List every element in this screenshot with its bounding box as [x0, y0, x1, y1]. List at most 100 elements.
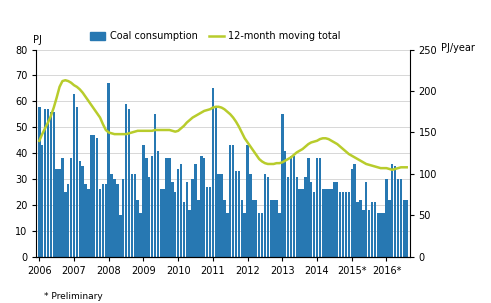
Bar	[333, 182, 336, 257]
Bar	[136, 200, 139, 257]
Bar	[154, 114, 156, 257]
Bar	[336, 182, 338, 257]
Bar	[278, 213, 281, 257]
Bar	[209, 187, 211, 257]
Bar	[206, 187, 208, 257]
Bar	[290, 156, 292, 257]
Bar	[281, 114, 283, 257]
Bar	[165, 158, 168, 257]
Bar	[160, 189, 162, 257]
Bar	[261, 213, 263, 257]
Bar	[177, 169, 179, 257]
Bar	[180, 164, 182, 257]
Bar	[197, 200, 200, 257]
Bar	[145, 158, 148, 257]
Y-axis label: PJ/year: PJ/year	[441, 43, 475, 53]
Bar	[273, 200, 275, 257]
Bar	[293, 156, 295, 257]
Bar	[267, 177, 269, 257]
Bar	[186, 182, 188, 257]
Bar	[47, 109, 49, 257]
Bar	[38, 107, 41, 257]
Bar	[380, 213, 382, 257]
Bar	[382, 213, 385, 257]
Bar	[174, 192, 176, 257]
Bar	[238, 171, 240, 257]
Bar	[299, 189, 301, 257]
Bar	[113, 179, 116, 257]
Bar	[325, 189, 327, 257]
Bar	[105, 184, 107, 257]
Bar	[119, 215, 122, 257]
Bar	[258, 213, 260, 257]
Bar	[50, 112, 52, 257]
Bar	[296, 177, 298, 257]
Bar	[304, 177, 307, 257]
Bar	[220, 174, 223, 257]
Bar	[223, 200, 226, 257]
Bar	[203, 158, 205, 257]
Bar	[368, 210, 370, 257]
Bar	[252, 200, 255, 257]
Bar	[131, 174, 133, 257]
Bar	[84, 184, 87, 257]
Bar	[241, 200, 243, 257]
Bar	[61, 158, 64, 257]
Bar	[356, 202, 359, 257]
Bar	[246, 145, 249, 257]
Bar	[90, 135, 93, 257]
Bar	[96, 138, 98, 257]
Bar	[73, 94, 75, 257]
Text: PJ: PJ	[33, 35, 42, 45]
Bar	[400, 179, 402, 257]
Bar	[189, 210, 191, 257]
Bar	[163, 189, 165, 257]
Bar	[287, 177, 289, 257]
Legend: Coal consumption, 12-month moving total: Coal consumption, 12-month moving total	[86, 28, 345, 45]
Bar	[171, 182, 174, 257]
Bar	[58, 169, 61, 257]
Text: * Preliminary: * Preliminary	[44, 292, 103, 301]
Bar	[284, 151, 286, 257]
Bar	[102, 184, 104, 257]
Bar	[362, 210, 364, 257]
Bar	[67, 184, 69, 257]
Bar	[339, 192, 341, 257]
Bar	[359, 200, 362, 257]
Bar	[79, 161, 81, 257]
Bar	[255, 200, 257, 257]
Bar	[351, 169, 353, 257]
Bar	[70, 158, 72, 257]
Bar	[235, 171, 237, 257]
Bar	[215, 107, 217, 257]
Bar	[301, 189, 304, 257]
Bar	[183, 202, 185, 257]
Bar	[391, 164, 393, 257]
Bar	[330, 189, 333, 257]
Bar	[122, 179, 124, 257]
Bar	[55, 169, 58, 257]
Bar	[93, 135, 95, 257]
Bar	[403, 200, 405, 257]
Bar	[377, 213, 379, 257]
Bar	[157, 151, 159, 257]
Bar	[316, 158, 318, 257]
Bar	[191, 179, 194, 257]
Bar	[64, 192, 67, 257]
Bar	[142, 145, 145, 257]
Bar	[313, 192, 315, 257]
Bar	[319, 158, 321, 257]
Bar	[345, 192, 347, 257]
Bar	[397, 179, 399, 257]
Bar	[270, 200, 272, 257]
Bar	[327, 189, 330, 257]
Bar	[44, 109, 46, 257]
Bar	[322, 189, 324, 257]
Bar	[365, 182, 367, 257]
Bar	[218, 174, 220, 257]
Bar	[354, 164, 356, 257]
Bar	[394, 166, 396, 257]
Bar	[76, 107, 78, 257]
Bar	[110, 174, 113, 257]
Bar	[116, 184, 119, 257]
